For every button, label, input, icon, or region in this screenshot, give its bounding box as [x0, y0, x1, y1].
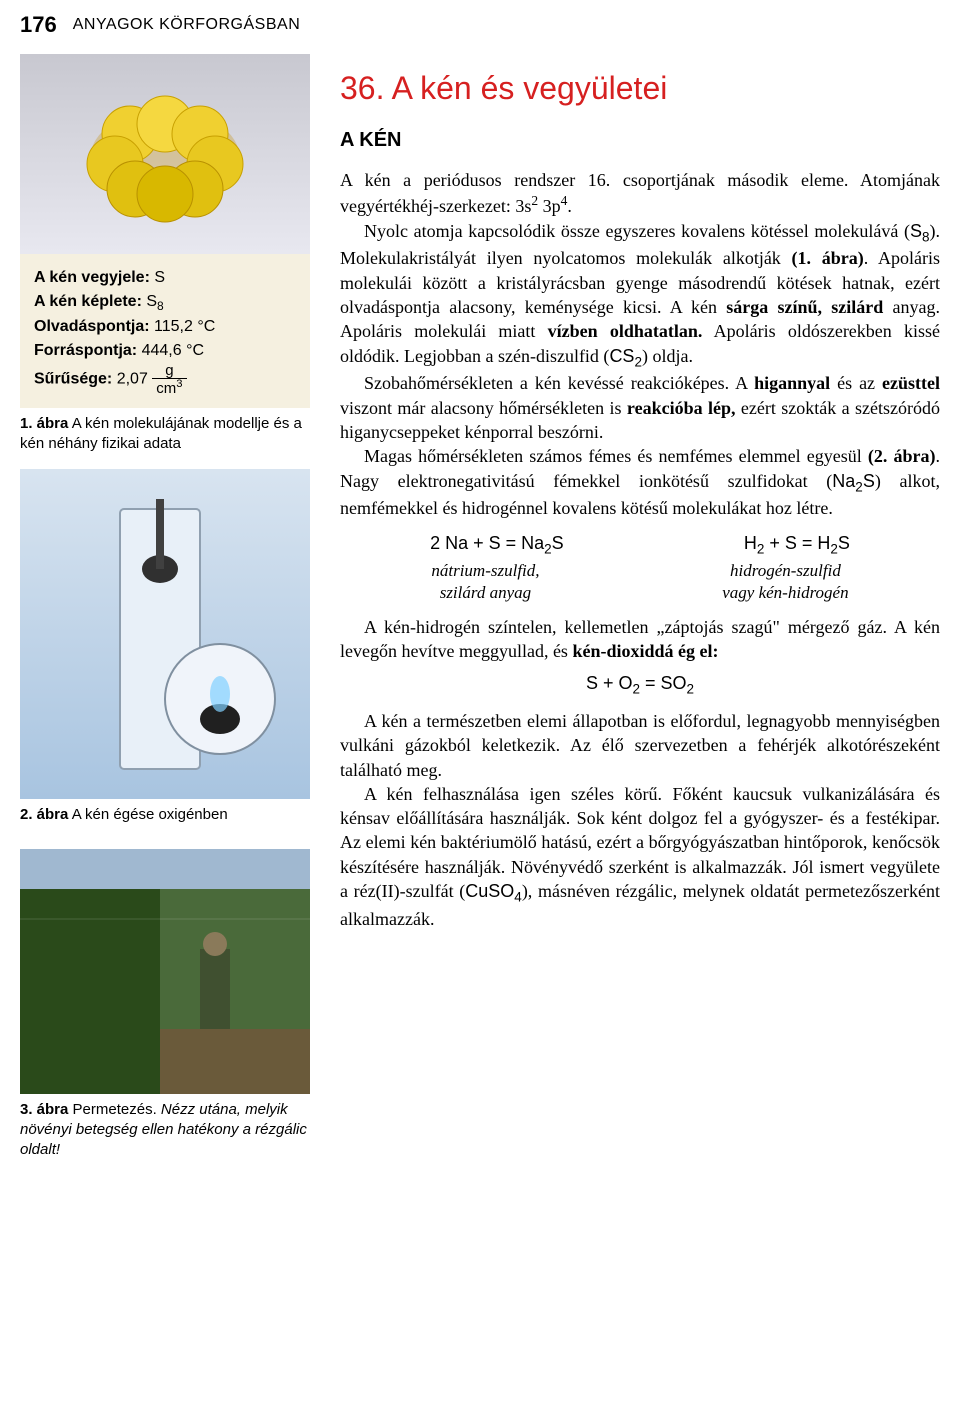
equation-labels-row: nátrium-szulfid, szilárd anyag hidrogén-…	[340, 560, 940, 603]
left-column: A kén vegyjele: S A kén képlete: S8 Olva…	[20, 46, 330, 1161]
fraction-denominator: cm3	[152, 379, 186, 396]
chapter-title: ANYAGOK KÖRFORGÁSBAN	[73, 16, 301, 34]
sulfur-properties-infobox: A kén vegyjele: S A kén képlete: S8 Olva…	[20, 254, 310, 408]
paragraph-6: A kén a természetben elemi állapotban is…	[340, 709, 940, 782]
paragraph-4: Magas hőmérsékleten számos fémes és nemf…	[340, 444, 940, 520]
infobox-formula-row: A kén képlete: S8	[34, 290, 296, 315]
center-equation: S + O2 = SO2	[340, 673, 940, 697]
fig3-text: Permetezés.	[68, 1101, 161, 1118]
formula-label: A kén képlete:	[34, 293, 142, 310]
density-unit-fraction: g cm3	[152, 363, 186, 396]
right-column: 36. A kén és vegyületei A KÉN A kén a pe…	[330, 46, 940, 1161]
formula-value: S8	[146, 293, 163, 310]
boiling-label: Forráspontja:	[34, 342, 137, 359]
figure-3-caption: 3. ábra Permetezés. Nézz utána, melyik n…	[20, 1100, 310, 1161]
melting-value: 115,2 °C	[154, 318, 215, 335]
equation-2-label: hidrogén-szulfid vagy kén-hidrogén	[722, 560, 848, 603]
paragraph-3: Szobahőmérsékleten a kén kevéssé reakció…	[340, 371, 940, 444]
body-text-block-1: A kén a periódusos rendszer 16. csoportj…	[340, 168, 940, 521]
equations-row: 2 Na + S = Na2S H2 + S = H2S	[340, 533, 940, 557]
sulfur-molecule-icon	[75, 84, 255, 224]
paragraph-2: Nyolc atomja kapcsolódik össze egyszeres…	[340, 219, 940, 372]
spraying-illustration-icon	[20, 849, 310, 1094]
paragraph-1: A kén a periódusos rendszer 16. csoportj…	[340, 168, 940, 219]
infobox-symbol-row: A kén vegyjele: S	[34, 266, 296, 290]
fig2-text: A kén égése oxigénben	[68, 806, 227, 823]
fraction-numerator: g	[152, 363, 186, 379]
combustion-illustration-icon	[20, 469, 310, 799]
page-content: A kén vegyjele: S A kén képlete: S8 Olva…	[0, 46, 960, 1161]
figure-2-image	[20, 469, 310, 799]
body-text-block-2: A kén-hidrogén színtelen, kellemetlen „z…	[340, 615, 940, 664]
melting-label: Olvadáspontja:	[34, 318, 150, 335]
figure-1-caption: 1. ábra A kén molekulájának modellje és …	[20, 414, 310, 455]
equation-1: 2 Na + S = Na2S	[430, 533, 564, 557]
density-value: 2,07	[117, 371, 148, 388]
body-text-block-3: A kén a természetben elemi állapotban is…	[340, 709, 940, 931]
figure-1-image	[20, 54, 310, 254]
fig2-label: 2. ábra	[20, 806, 68, 823]
symbol-value: S	[154, 269, 165, 286]
infobox-boiling-row: Forráspontja: 444,6 °C	[34, 339, 296, 363]
figure-3-image	[20, 849, 310, 1094]
fig1-label: 1. ábra	[20, 415, 68, 432]
infobox-density-row: Sűrűsége: 2,07 g cm3	[34, 363, 296, 396]
page-number: 176	[20, 12, 57, 38]
equation-2: H2 + S = H2S	[744, 533, 850, 557]
symbol-label: A kén vegyjele:	[34, 269, 150, 286]
fig3-label: 3. ábra	[20, 1101, 68, 1118]
infobox-melting-row: Olvadáspontja: 115,2 °C	[34, 315, 296, 339]
boiling-value: 444,6 °C	[142, 342, 204, 359]
paragraph-7: A kén felhasználása igen széles körű. Fő…	[340, 782, 940, 931]
density-label: Sűrűsége:	[34, 371, 112, 388]
subsection-title: A KÉN	[340, 129, 940, 152]
equation-1-label: nátrium-szulfid, szilárd anyag	[431, 560, 539, 603]
page-header: 176 ANYAGOK KÖRFORGÁSBAN	[0, 0, 960, 46]
figure-2-caption: 2. ábra A kén égése oxigénben	[20, 805, 310, 825]
section-title: 36. A kén és vegyületei	[340, 70, 940, 107]
paragraph-5: A kén-hidrogén színtelen, kellemetlen „z…	[340, 615, 940, 664]
